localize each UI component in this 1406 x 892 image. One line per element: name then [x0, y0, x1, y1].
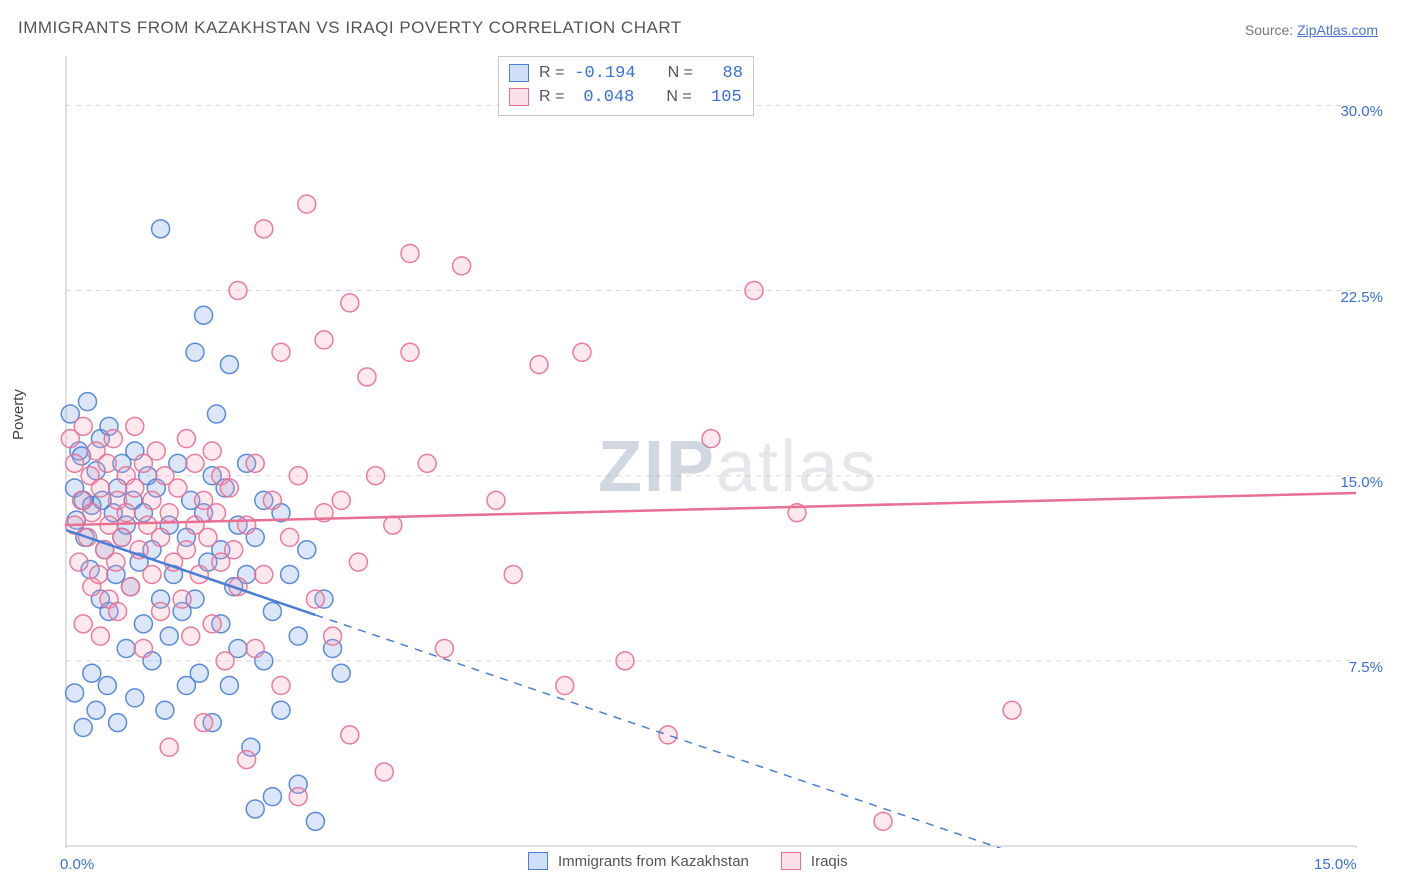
- n-label: N =: [668, 64, 693, 82]
- legend-stats-box: R = -0.194 N = 88 R = 0.048 N = 105: [498, 56, 754, 116]
- y-tick-label: 7.5%: [1349, 659, 1383, 676]
- y-tick-label: 30.0%: [1340, 103, 1383, 120]
- x-tick-label: 15.0%: [1314, 856, 1357, 873]
- n-value: 105: [702, 88, 742, 107]
- legend-swatch: [781, 852, 801, 870]
- legend-label-iraqis: Iraqis: [811, 853, 848, 870]
- legend-label-kazakhstan: Immigrants from Kazakhstan: [558, 853, 749, 870]
- source-attribution: Source: ZipAtlas.com: [1245, 22, 1378, 38]
- legend-swatch: [528, 852, 548, 870]
- r-value: -0.194: [574, 64, 635, 83]
- n-value: 88: [703, 64, 743, 83]
- r-label: R =: [539, 64, 564, 82]
- legend-stat-row-kazakhstan: R = -0.194 N = 88: [509, 61, 743, 85]
- x-axis-legend: Immigrants from Kazakhstan Iraqis: [528, 852, 870, 870]
- x-tick-label: 0.0%: [60, 856, 94, 873]
- chart-container: Poverty ZIPatlas R =-0.194N =88R =0.048N…: [18, 56, 1388, 874]
- r-label: R =: [539, 88, 564, 106]
- legend-stat-row-iraqis: R = 0.048 N = 105: [509, 85, 743, 109]
- scatter-plot: [18, 56, 1358, 848]
- y-tick-label: 15.0%: [1340, 474, 1383, 491]
- n-label: N =: [666, 88, 691, 106]
- legend-swatch: [509, 64, 529, 82]
- chart-title: IMMIGRANTS FROM KAZAKHSTAN VS IRAQI POVE…: [18, 18, 682, 38]
- legend-swatch: [509, 88, 529, 106]
- y-tick-label: 22.5%: [1340, 289, 1383, 306]
- source-label: Source:: [1245, 22, 1297, 38]
- r-value: 0.048: [574, 88, 634, 107]
- source-link[interactable]: ZipAtlas.com: [1297, 22, 1378, 38]
